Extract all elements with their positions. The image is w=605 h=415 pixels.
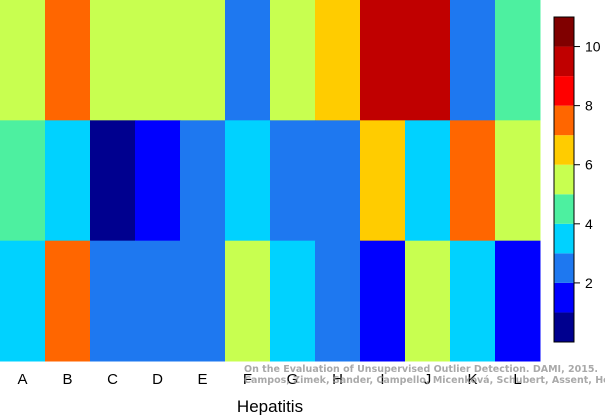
x-tick-label-a: A — [17, 371, 27, 388]
x-tick-label-j: J — [424, 371, 432, 388]
heatmap-cell-e-row1 — [180, 0, 226, 121]
heatmap-cell-d-row3 — [135, 240, 181, 362]
colorbar-segment-6 — [554, 164, 574, 195]
heatmap-cell-k-row3 — [450, 240, 496, 362]
heatmap-cell-c-row1 — [90, 0, 136, 121]
x-axis-tick-labels: A B C D E F G H I J K L — [17, 371, 521, 388]
colorbar-tick-labels: 2 4 6 8 10 — [574, 39, 601, 291]
heatmap-cell-k-row1 — [450, 0, 496, 121]
heatmap-cell-j-row3 — [405, 240, 451, 362]
heatmap-cell-d-row1 — [135, 0, 181, 121]
heatmap-cell-i-row1 — [360, 0, 406, 121]
heatmap-cell-b-row1 — [45, 0, 91, 121]
watermark-line-1: On the Evaluation of Unsupervised Outlie… — [244, 364, 598, 375]
heatmap-cell-d-row2 — [135, 120, 181, 242]
colorbar-segment-1 — [554, 312, 574, 342]
x-tick-label-g: G — [287, 371, 299, 388]
heatmap-cell-l-row1 — [495, 0, 541, 121]
heatmap-cell-j-row1 — [405, 0, 451, 121]
heatmap-cell-h-row3 — [315, 240, 361, 362]
heatmap-cell-g-row3 — [270, 240, 316, 362]
heatmap-cell-k-row2 — [450, 120, 496, 242]
colorbar-segment-5 — [554, 194, 574, 224]
colorbar-tick-label-2: 2 — [585, 275, 593, 291]
x-axis-title: Hepatitis — [237, 397, 303, 415]
colorbar-tick-label-8: 8 — [585, 98, 593, 114]
x-tick-label-d: D — [152, 371, 163, 388]
heatmap-cell-b-row2 — [45, 120, 91, 242]
heatmap-cell-f-row3 — [225, 240, 271, 362]
heatmap-cells — [0, 0, 541, 362]
x-tick-label-c: C — [107, 371, 118, 388]
heatmap-cell-e-row2 — [180, 120, 226, 242]
colorbar-segment-9 — [554, 76, 574, 106]
x-tick-label-i: I — [380, 371, 384, 388]
colorbar-segment-10 — [554, 46, 574, 77]
heatmap-cell-a-row2 — [0, 120, 46, 242]
colorbar-segment-2 — [554, 282, 574, 313]
colorbar-border — [553, 16, 575, 343]
heatmap-cell-c-row2 — [90, 120, 136, 242]
colorbar-tick-label-10: 10 — [585, 39, 601, 55]
citation-watermark: On the Evaluation of Unsupervised Outlie… — [244, 364, 605, 386]
heatmap-cell-h-row2 — [315, 120, 361, 242]
heatmap-cell-l-row2 — [495, 120, 541, 242]
watermark-line-2: Campos, Zimek, Sander, Campello, Micenko… — [244, 375, 605, 386]
heatmap-cell-h-row1 — [315, 0, 361, 121]
x-tick-label-k: K — [467, 371, 477, 388]
heatmap-cell-f-row1 — [225, 0, 271, 121]
x-tick-label-h: H — [332, 371, 343, 388]
x-tick-label-f: F — [243, 371, 252, 388]
heatmap-cell-a-row3 — [0, 240, 46, 362]
x-tick-label-e: E — [197, 371, 207, 388]
heatmap-cell-e-row3 — [180, 240, 226, 362]
heatmap-cell-g-row2 — [270, 120, 316, 242]
colorbar — [553, 16, 575, 343]
heatmap-cell-a-row1 — [0, 0, 46, 121]
colorbar-segment-3 — [554, 253, 574, 283]
heatmap-cell-c-row3 — [90, 240, 136, 362]
colorbar-segment-11 — [554, 17, 574, 47]
x-tick-label-l: L — [513, 371, 521, 388]
colorbar-tick-label-6: 6 — [585, 157, 593, 173]
colorbar-tick-label-4: 4 — [585, 216, 593, 232]
colorbar-segment-7 — [554, 135, 574, 165]
heatmap-cell-l-row3 — [495, 240, 541, 362]
heatmap-cell-g-row1 — [270, 0, 316, 121]
heatmap-cell-b-row3 — [45, 240, 91, 362]
heatmap-cell-i-row2 — [360, 120, 406, 242]
heatmap-cell-f-row2 — [225, 120, 271, 242]
colorbar-segment-4 — [554, 223, 574, 254]
colorbar-segment-8 — [554, 105, 574, 136]
x-tick-label-b: B — [62, 371, 72, 388]
heatmap-cell-i-row3 — [360, 240, 406, 362]
heatmap-cell-j-row2 — [405, 120, 451, 242]
